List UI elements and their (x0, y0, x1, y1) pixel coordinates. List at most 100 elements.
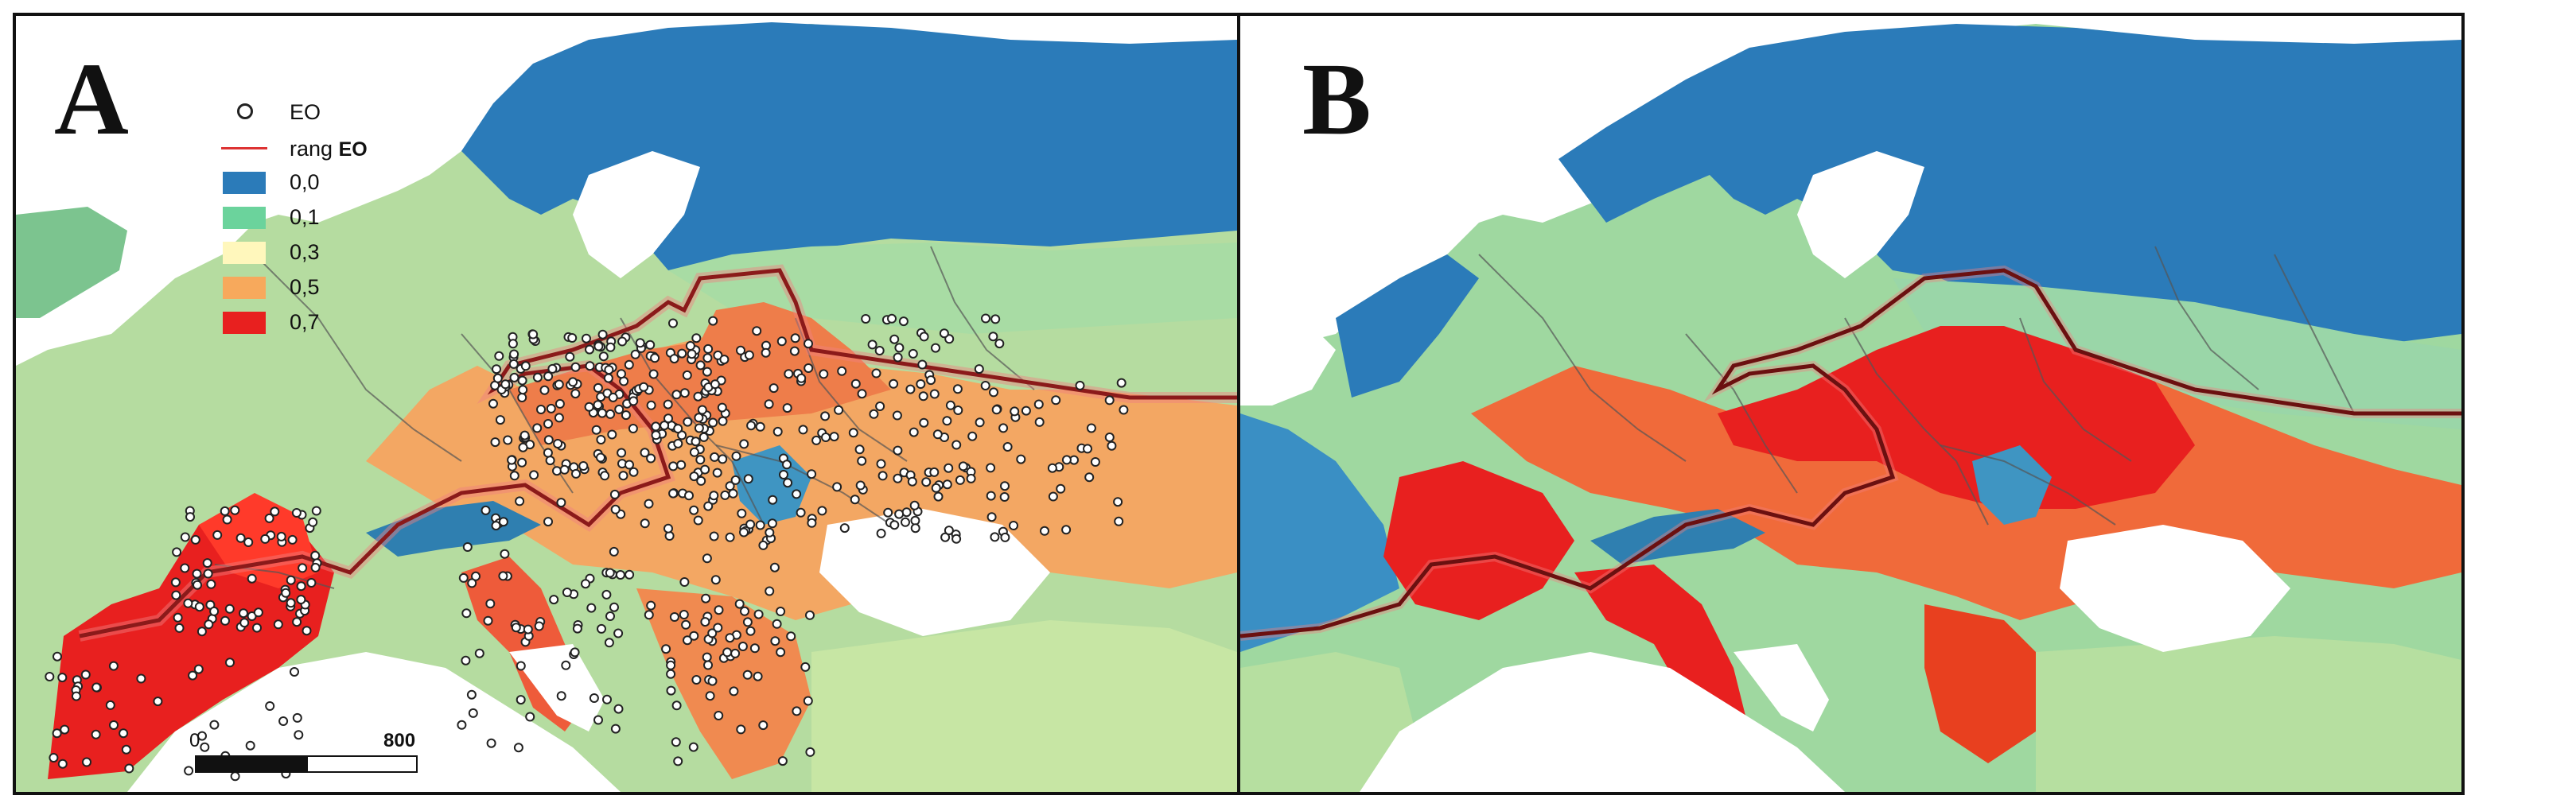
occurrence-point (669, 354, 679, 364)
legend-class-label-3: 0,5 (290, 275, 320, 299)
occurrence-point (857, 456, 867, 466)
legend-swatch-3 (223, 277, 266, 299)
occurrence-point (689, 447, 699, 457)
occurrence-point (610, 504, 621, 514)
occurrence-point (720, 490, 730, 500)
occurrence-point (613, 628, 624, 638)
scalebar-white-segment (306, 755, 418, 773)
occurrence-point (617, 336, 628, 347)
occurrence-point (625, 460, 634, 470)
occurrence-point (624, 359, 634, 370)
occurrence-point (193, 664, 204, 674)
occurrence-point (779, 470, 788, 479)
occurrence-point (621, 410, 631, 421)
occurrence-point (222, 514, 232, 525)
occurrence-point (990, 314, 1001, 324)
seas-b (1240, 151, 2290, 792)
occurrence-point (153, 697, 163, 707)
occurrence-point (601, 589, 612, 600)
occurrence-point (486, 738, 496, 748)
boundaries-b (1478, 246, 2355, 526)
occurrence-point (488, 398, 498, 409)
occurrence-point (1002, 442, 1013, 452)
legend-swatch-4 (223, 312, 266, 334)
occurrence-point (666, 685, 676, 696)
occurrence-point (981, 313, 990, 324)
occurrence-point (673, 756, 683, 766)
occurrence-point (742, 617, 753, 627)
occurrence-point (758, 540, 769, 550)
occurrence-point (1086, 423, 1096, 433)
occurrence-point (1021, 406, 1031, 416)
occurrence-point (173, 612, 183, 623)
occurrence-point (713, 623, 723, 633)
occurrence-point (893, 352, 903, 363)
legend-row-class-4: 0,7 (207, 305, 382, 340)
occurrence-point (871, 368, 881, 378)
occurrence-point (1113, 497, 1123, 507)
occurrence-point (893, 445, 903, 456)
occurrence-point (951, 534, 962, 544)
occurrence-point (495, 415, 505, 425)
occurrence-point (876, 459, 886, 469)
occurrence-point (591, 425, 601, 435)
occurrence-point (287, 534, 298, 545)
occurrence-point (57, 673, 68, 683)
occurrence-point (291, 508, 302, 518)
occurrence-point (1104, 433, 1115, 442)
occurrence-point (861, 314, 871, 324)
occurrence-point (57, 759, 68, 769)
occurrence-point (693, 391, 703, 402)
occurrence-point (821, 433, 831, 442)
occurrence-point (567, 333, 578, 343)
occurrence-point (800, 662, 811, 672)
occurrence-point (1075, 380, 1085, 390)
occurrence-point (572, 623, 582, 634)
occurrence-point (474, 648, 484, 658)
occurrence-point (311, 506, 321, 516)
occurrence-point (306, 578, 317, 588)
occurrence-point (172, 547, 182, 557)
legend-class-label-2: 0,3 (290, 240, 320, 264)
occurrence-point (508, 339, 518, 349)
occurrence-point (651, 421, 661, 432)
occurrence-point (691, 437, 701, 447)
occurrence-point (909, 427, 919, 437)
occurrence-point (230, 505, 240, 515)
occurrence-point (875, 402, 885, 411)
occurrence-point (792, 489, 802, 499)
occurrence-point (753, 609, 764, 619)
occurrence-point (640, 518, 650, 529)
occurrence-point (986, 512, 997, 522)
occurrence-point (225, 658, 235, 668)
occurrence-point (796, 373, 807, 383)
occurrence-point (776, 647, 786, 658)
occurrence-point (671, 700, 682, 711)
occurrence-point (807, 518, 817, 528)
occurrence-point (944, 526, 954, 536)
occurrence-point (515, 496, 525, 506)
occurrence-point (893, 473, 903, 483)
occurrence-point (939, 328, 949, 339)
occurrence-point (854, 444, 865, 455)
occurrence-point (679, 388, 690, 398)
occurrence-point (666, 660, 676, 670)
occurrence-point (604, 365, 614, 375)
occurrence-point (617, 448, 627, 458)
occurrence-point (740, 606, 749, 616)
occurrence-point (867, 340, 877, 350)
occurrence-point (718, 416, 728, 426)
occurrence-point (532, 423, 543, 433)
occurrence-point (598, 351, 609, 362)
occurrence-point (1061, 525, 1072, 535)
legend-range-label: rang EO (290, 137, 368, 161)
occurrence-point (789, 346, 800, 356)
occurrence-point (458, 572, 469, 583)
occurrence-point (546, 403, 556, 413)
occurrence-point (617, 369, 626, 379)
occurrence-point (713, 350, 723, 360)
occurrence-point (203, 568, 213, 579)
panel-b: B (1237, 13, 2465, 795)
occurrence-point (270, 506, 280, 517)
occurrence-point (966, 473, 976, 483)
